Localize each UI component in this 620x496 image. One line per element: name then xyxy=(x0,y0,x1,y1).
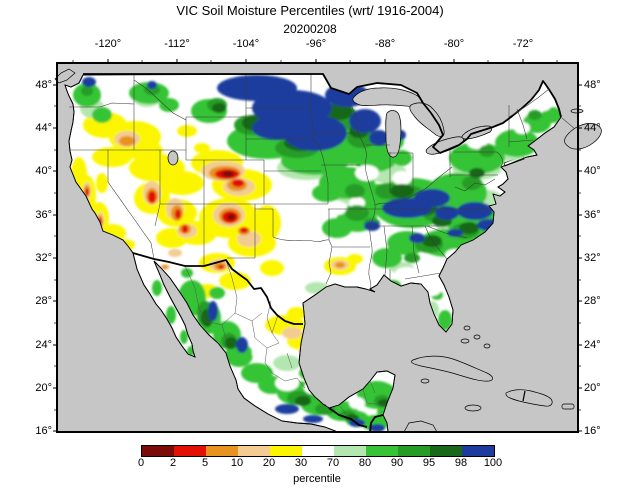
page-title: VIC Soil Moisture Percentiles (wrt/ 1916… xyxy=(176,3,444,18)
lat-tick-label: 48° xyxy=(35,79,52,91)
colorbar-segment xyxy=(270,446,302,456)
colorbar-tick: 98 xyxy=(454,457,468,469)
colorbar-segment xyxy=(302,446,334,456)
vancouver-island xyxy=(54,68,76,84)
colorbar-tick: 95 xyxy=(422,457,436,469)
colorbar-tick: 2 xyxy=(169,457,177,469)
international-borders xyxy=(83,73,562,433)
colorbar-segment xyxy=(462,446,494,456)
lat-tick-label: 20° xyxy=(35,382,52,394)
colorbar-segment xyxy=(334,446,366,456)
lon-tick-label: -80° xyxy=(443,38,465,50)
lon-tick-label: -96° xyxy=(305,38,327,50)
colorbar-tick: 70 xyxy=(326,457,340,469)
lon-tick-label: -120° xyxy=(94,38,122,50)
colorbar-tick: 100 xyxy=(483,457,503,469)
axis-ticks xyxy=(53,59,582,432)
lon-tick-label: -88° xyxy=(374,38,396,50)
lat-tick-label: 16° xyxy=(35,425,52,437)
lat-tick-label: 16° xyxy=(584,425,601,437)
colorbar-segment xyxy=(238,446,270,456)
colorbar-tick: 5 xyxy=(201,457,209,469)
colorbar-tick: 90 xyxy=(390,457,404,469)
mexico-state-borders xyxy=(184,259,384,416)
lat-tick-label: 40° xyxy=(35,165,52,177)
colorbar-segment xyxy=(142,446,174,456)
lat-tick-label: 32° xyxy=(35,252,52,264)
isla-de-la-juventud xyxy=(420,378,430,384)
colorbar-label: percentile xyxy=(293,473,341,485)
no-data-land xyxy=(54,68,602,433)
colorbar-tick: 30 xyxy=(294,457,308,469)
great-salt-lake xyxy=(167,150,179,166)
lat-tick-label: 28° xyxy=(35,295,52,307)
lon-tick-label: -72° xyxy=(512,38,534,50)
lat-tick-label: 44° xyxy=(35,122,52,134)
canada-border xyxy=(83,73,562,154)
colorbar-segment xyxy=(206,446,238,456)
lat-tick-label: 36° xyxy=(584,209,601,221)
colorbar-segment xyxy=(174,446,206,456)
guatemala-border xyxy=(328,407,384,433)
haiti-dr-border xyxy=(522,390,526,402)
colorbar-tick: 10 xyxy=(230,457,244,469)
colorbar-tick: 20 xyxy=(262,457,276,469)
colorbar xyxy=(141,445,495,457)
lat-tick-label: 20° xyxy=(584,382,601,394)
lat-tick-label: 44° xyxy=(584,122,601,134)
colorbar-segment xyxy=(430,446,462,456)
mexico-border xyxy=(132,252,303,325)
colorbar-tick: 80 xyxy=(358,457,372,469)
colorbar-tick: 0 xyxy=(137,457,145,469)
lat-tick-label: 32° xyxy=(584,252,601,264)
lat-tick-label: 28° xyxy=(584,295,601,307)
lat-tick-label: 40° xyxy=(584,165,601,177)
lat-tick-label: 36° xyxy=(35,209,52,221)
date-subtitle: 20200208 xyxy=(283,22,337,36)
puerto-rico xyxy=(561,403,575,410)
nova-scotia xyxy=(564,123,602,150)
colorbar-segment xyxy=(398,446,430,456)
colorbar-segment xyxy=(366,446,398,456)
map-frame xyxy=(56,62,579,433)
map-plot-area xyxy=(53,59,602,433)
hispaniola xyxy=(505,389,553,407)
lat-tick-label: 24° xyxy=(35,339,52,351)
lon-tick-label: -104° xyxy=(232,38,260,50)
lon-tick-label: -112° xyxy=(164,38,190,50)
jamaica xyxy=(464,404,482,412)
lat-tick-label: 48° xyxy=(584,79,601,91)
state-borders xyxy=(69,74,534,290)
lat-tick-label: 24° xyxy=(584,339,601,351)
cuba xyxy=(411,355,493,382)
